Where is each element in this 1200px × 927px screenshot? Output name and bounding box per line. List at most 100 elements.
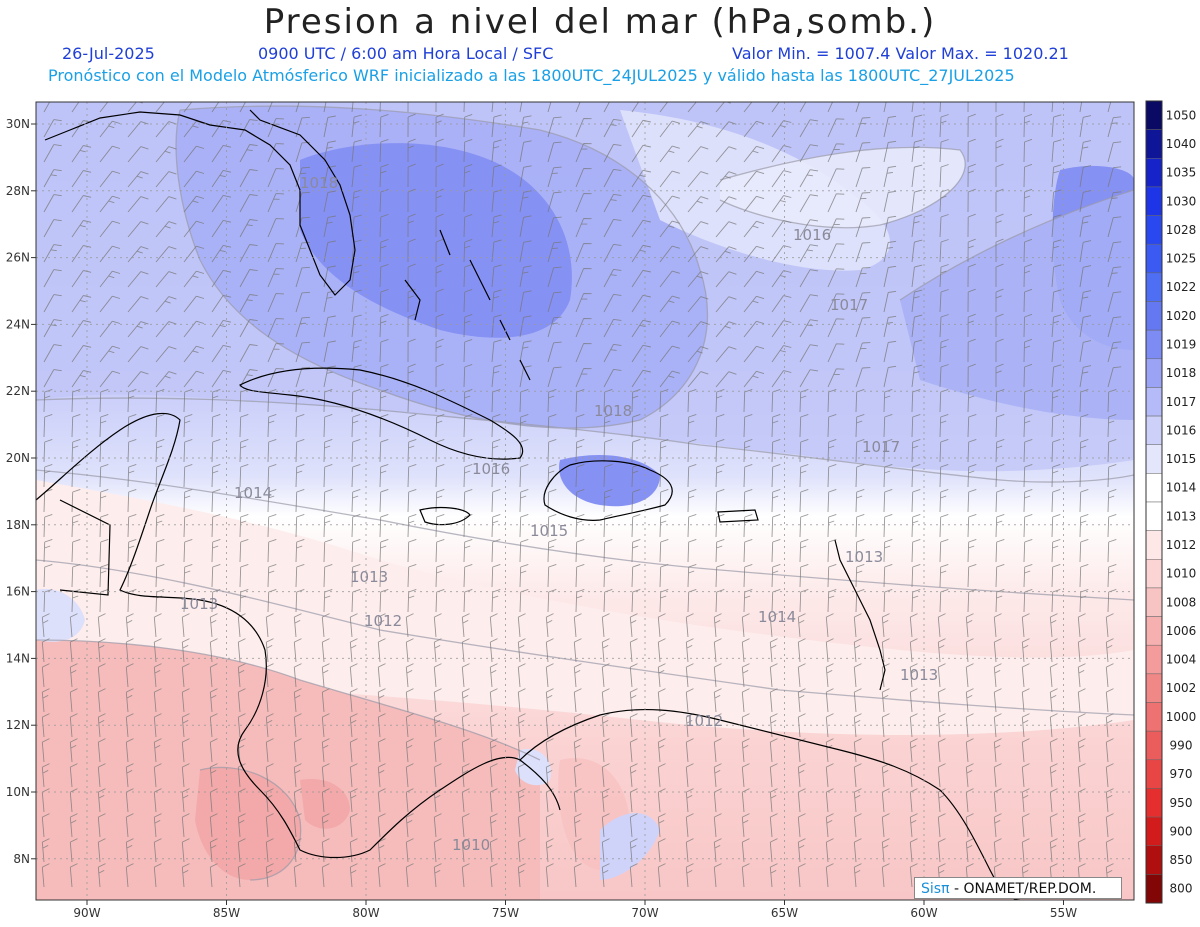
colorbar-swatch	[1145, 415, 1163, 445]
colorbar-swatch	[1145, 100, 1163, 130]
colorbar-label: 970	[1170, 767, 1193, 781]
florida-coastline	[44, 109, 356, 296]
lat-label: 30N	[6, 117, 30, 131]
colorbar-swatch	[1145, 444, 1163, 474]
colorbar-swatch	[1145, 358, 1163, 388]
colorbar-label: 1002	[1166, 681, 1197, 695]
colorbar-swatch	[1145, 616, 1163, 646]
puerto-rico-coastline	[717, 509, 759, 523]
colorbar-swatch	[1145, 530, 1163, 560]
contour-label: 1014	[758, 608, 796, 626]
lat-label: 22N	[6, 384, 30, 398]
lat-label: 28N	[6, 184, 30, 198]
colorbar-swatch	[1145, 559, 1163, 589]
colorbar-label: 850	[1170, 853, 1193, 867]
lon-label: 80W	[352, 906, 379, 920]
jamaica-coastline	[419, 506, 471, 526]
central-america-coastline	[36, 412, 561, 859]
contour-label: 1015	[530, 522, 568, 540]
bahamas-islands	[404, 229, 531, 381]
colorbar-swatch	[1145, 702, 1163, 732]
lon-label: 75W	[492, 906, 519, 920]
lat-label: 10N	[6, 785, 30, 799]
colorbar-label: 1012	[1166, 538, 1197, 552]
contour-label: 1018	[300, 174, 338, 192]
colorbar-swatch	[1145, 243, 1163, 274]
contour-label: 1012	[364, 612, 402, 630]
colorbar-swatch	[1145, 759, 1163, 789]
lon-label: 60W	[910, 906, 937, 920]
colorbar-swatch	[1145, 673, 1163, 703]
colorbar-label: 1050	[1166, 108, 1197, 122]
colorbar-label: 1018	[1166, 366, 1197, 380]
lat-label: 12N	[6, 718, 30, 732]
contour-label: 1012	[685, 712, 723, 730]
contour-label: 1013	[845, 548, 883, 566]
colorbar-label: 1030	[1166, 194, 1197, 208]
colorbar-swatch	[1145, 301, 1163, 331]
lat-label: 26N	[6, 251, 30, 265]
lat-label: 14N	[6, 651, 30, 665]
colorbar-label: 1017	[1166, 395, 1197, 409]
colorbar: 1050 1040 1035 1030 1028 1025 1022 1020 1019 1018…	[1145, 100, 1197, 904]
colorbar-swatch	[1145, 644, 1163, 675]
colorbar-label: 1035	[1166, 166, 1197, 180]
colorbar-label: 1014	[1166, 481, 1197, 495]
colorbar-label: 1010	[1166, 567, 1197, 581]
contour-label: 1013	[180, 595, 218, 613]
lon-label: 55W	[1050, 906, 1077, 920]
contour-label: 1016	[793, 226, 831, 244]
colorbar-swatch	[1145, 215, 1163, 245]
south-america-coastline	[519, 708, 1021, 900]
lesser-antilles	[834, 539, 886, 691]
colorbar-label: 1040	[1166, 137, 1197, 151]
contour-label: 1013	[350, 568, 388, 586]
credit-brand: Sisπ	[921, 881, 950, 897]
colorbar-label: 1004	[1166, 653, 1197, 667]
credit-text: - ONAMET/REP.DOM.	[949, 881, 1097, 897]
colorbar-swatch	[1145, 730, 1163, 761]
valid-date: 26-Jul-2025	[62, 44, 155, 63]
colorbar-label: 1008	[1166, 595, 1197, 609]
colorbar-swatch	[1145, 845, 1163, 875]
colorbar-swatch	[1145, 387, 1163, 417]
contour-label: 1017	[830, 296, 868, 314]
contour-label: 1017	[862, 438, 900, 456]
colorbar-swatch	[1145, 272, 1163, 302]
colorbar-swatch	[1145, 816, 1163, 846]
colorbar-label: 1028	[1166, 223, 1197, 237]
forecast-info: Pronóstico con el Modelo Atmósferico WRF…	[48, 66, 1015, 85]
colorbar-label: 1020	[1166, 309, 1197, 323]
colorbar-swatch	[1145, 788, 1163, 818]
contour-label: 1018	[594, 402, 632, 420]
colorbar-swatch	[1145, 329, 1163, 360]
lon-label: 70W	[631, 906, 658, 920]
colorbar-label: 1006	[1166, 624, 1197, 638]
lon-label: 90W	[73, 906, 100, 920]
colorbar-label: 1000	[1166, 710, 1197, 724]
colorbar-swatch	[1145, 473, 1163, 503]
yucatan-coastline	[59, 499, 111, 596]
hispaniola-coastline	[543, 460, 673, 521]
contour-label: 1013	[900, 666, 938, 684]
lat-label: 20N	[6, 451, 30, 465]
colorbar-swatch	[1145, 158, 1163, 188]
map-title: Presion a nivel del mar (hPa,somb.)	[263, 2, 937, 42]
min-max-values: Valor Min. = 1007.4 Valor Max. = 1020.21	[732, 44, 1069, 63]
lat-label: 18N	[6, 518, 30, 532]
colorbar-label: 800	[1170, 882, 1193, 896]
colorbar-label: 990	[1170, 738, 1193, 752]
credit-box: Sisπ - ONAMET/REP.DOM.	[914, 877, 1122, 899]
colorbar-swatch	[1145, 587, 1163, 617]
colorbar-swatch	[1145, 874, 1163, 904]
lat-label: 16N	[6, 585, 30, 599]
contour-label: 1014	[234, 484, 272, 502]
colorbar-label: 1015	[1166, 452, 1197, 466]
colorbar-swatch	[1145, 129, 1163, 159]
lon-label: 85W	[213, 906, 240, 920]
map-field: 1018 1016 1017 1018 1016 1014 1017 1013 1015 1013…	[36, 102, 1134, 900]
lat-label: 24N	[6, 317, 30, 331]
contour-label: 1010	[452, 836, 490, 854]
cuba-coastline	[239, 367, 524, 460]
